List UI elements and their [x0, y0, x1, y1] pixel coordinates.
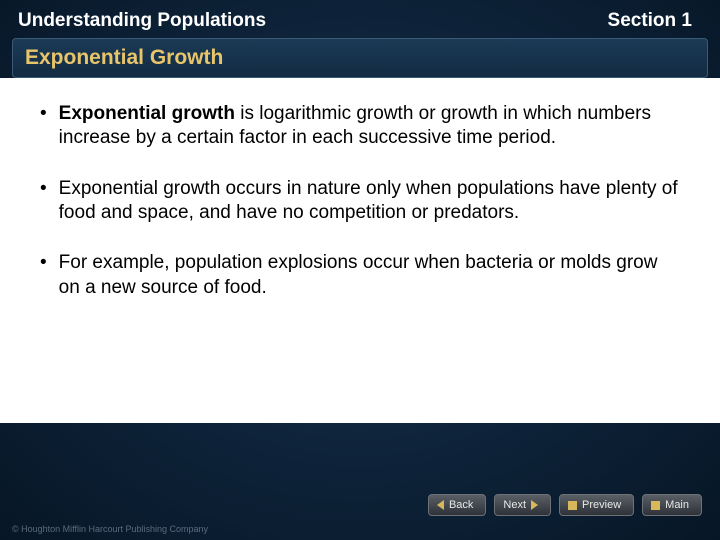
bullet-rest: Exponential growth occurs in nature only…	[59, 178, 678, 223]
section-label: Section 1	[608, 10, 692, 32]
slide-header: Understanding Populations Section 1	[0, 0, 720, 38]
bullet-text: For example, population explosions occur…	[59, 251, 680, 300]
topic-bar-wrap: Exponential Growth	[0, 38, 720, 78]
triangle-right-icon	[531, 500, 538, 510]
bullet-text: Exponential growth is logarithmic growth…	[59, 102, 680, 151]
nav-bar: Back Next Preview Main	[428, 494, 702, 516]
square-icon	[651, 501, 660, 510]
next-label: Next	[503, 499, 526, 511]
bullet-icon: •	[40, 177, 47, 226]
bullet-icon: •	[40, 251, 47, 300]
back-label: Back	[449, 499, 473, 511]
square-icon	[568, 501, 577, 510]
content-area: • Exponential growth is logarithmic grow…	[0, 78, 720, 423]
chapter-title: Understanding Populations	[18, 10, 266, 32]
preview-button[interactable]: Preview	[559, 494, 634, 516]
bold-term: Exponential growth	[59, 103, 235, 124]
slide: Understanding Populations Section 1 Expo…	[0, 0, 720, 540]
triangle-left-icon	[437, 500, 444, 510]
main-label: Main	[665, 499, 689, 511]
main-button[interactable]: Main	[642, 494, 702, 516]
bullet-item: • Exponential growth is logarithmic grow…	[40, 102, 680, 151]
bullet-icon: •	[40, 102, 47, 151]
bullet-rest: For example, population explosions occur…	[59, 252, 658, 297]
copyright-text: © Houghton Mifflin Harcourt Publishing C…	[12, 524, 208, 534]
bullet-text: Exponential growth occurs in nature only…	[59, 177, 680, 226]
topic-bar: Exponential Growth	[12, 38, 708, 78]
preview-label: Preview	[582, 499, 621, 511]
bullet-item: • Exponential growth occurs in nature on…	[40, 177, 680, 226]
next-button[interactable]: Next	[494, 494, 551, 516]
bullet-item: • For example, population explosions occ…	[40, 251, 680, 300]
back-button[interactable]: Back	[428, 494, 486, 516]
topic-title: Exponential Growth	[25, 46, 695, 70]
